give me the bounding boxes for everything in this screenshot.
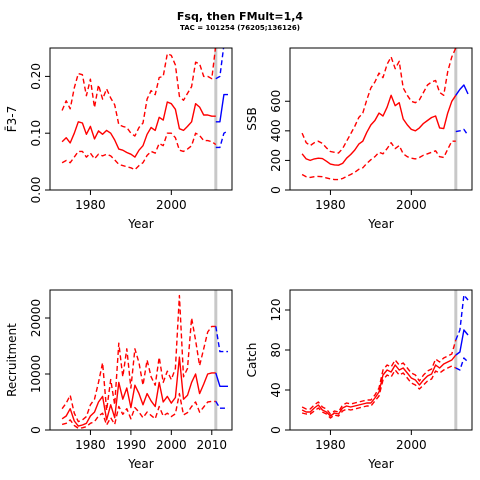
series-forecast-lower — [455, 128, 469, 136]
series-upper — [61, 294, 216, 423]
x-axis-label: Year — [127, 217, 153, 231]
figure-subtitle: TAC = 101254 (76205;136126) — [180, 24, 300, 32]
y-tick-label: 0.00 — [29, 177, 43, 204]
x-tick-label: 2000 — [156, 438, 187, 452]
series-lower — [61, 392, 216, 429]
plot-frame — [289, 47, 473, 191]
y-tick-label: 20000 — [29, 299, 43, 337]
y-axis-label: F̄3-7 — [5, 106, 19, 133]
series-upper — [61, 48, 217, 137]
y-tick-label: 600 — [269, 90, 283, 113]
series-forecast-lower — [215, 130, 229, 149]
y-axis-label: Recruitment — [5, 323, 19, 397]
figure-title: Fsq, then FMult=1,4 — [177, 10, 304, 23]
series-forecast-median — [215, 93, 228, 123]
series-forecast-upper — [455, 48, 457, 49]
x-tick-label: 1980 — [75, 438, 106, 452]
panel-1: 1980 2000 0.00 0.10 0.20 Year F̄3-7 — [5, 47, 233, 231]
series-forecast-median — [215, 372, 228, 387]
x-tick-label: 1980 — [315, 438, 346, 452]
x-tick-label: 2010 — [197, 438, 228, 452]
series-median — [301, 354, 457, 417]
y-tick-label: 0.20 — [29, 63, 43, 90]
y-axis-label: SSB — [245, 107, 259, 130]
panel-3: 1980 1990 2000 2010 0 10000 20000 Year Recruitme… — [5, 289, 233, 471]
series-forecast-lower — [215, 401, 228, 409]
series-forecast-median — [455, 84, 469, 96]
plot-frame — [49, 289, 233, 431]
y-tick-label: 40 — [269, 382, 283, 397]
series-upper — [301, 339, 457, 415]
plot-frame — [49, 47, 233, 191]
series-upper — [301, 48, 457, 154]
x-tick-label: 1980 — [75, 198, 106, 212]
y-axis-label: Catch — [245, 343, 259, 378]
y-tick-label: 0 — [269, 426, 283, 434]
panel-4: 1980 2000 0 40 80 120 Year Catch — [245, 289, 473, 471]
y-tick-label: 80 — [269, 342, 283, 357]
y-tick-label: 0 — [29, 426, 43, 434]
x-tick-label: 2000 — [396, 198, 427, 212]
x-tick-label: 1990 — [116, 438, 147, 452]
series-lower — [61, 132, 217, 171]
panel-2: 1980 2000 0 200 400 600 Year SSB — [245, 47, 473, 231]
series-lower — [301, 140, 456, 181]
series-median — [61, 356, 216, 427]
y-tick-label: 120 — [269, 299, 283, 322]
series-forecast-lower — [455, 357, 469, 371]
series-median — [61, 101, 216, 158]
series-forecast-median — [455, 329, 469, 356]
series-forecast-upper — [455, 294, 469, 341]
x-axis-label: Year — [127, 457, 153, 471]
y-tick-label: 0.10 — [29, 120, 43, 147]
series-forecast-upper — [215, 48, 225, 80]
y-tick-label: 200 — [269, 149, 283, 172]
y-tick-label: 0 — [269, 186, 283, 194]
x-axis-label: Year — [367, 457, 393, 471]
x-tick-label: 2000 — [156, 198, 187, 212]
x-tick-label: 1980 — [315, 198, 346, 212]
series-forecast-upper — [215, 326, 228, 353]
y-tick-label: 400 — [269, 119, 283, 142]
x-axis-label: Year — [367, 217, 393, 231]
plot-frame — [289, 289, 473, 431]
x-tick-label: 2000 — [396, 438, 427, 452]
series-lower — [301, 365, 457, 419]
y-tick-label: 10000 — [29, 355, 43, 393]
series-median — [301, 94, 457, 166]
